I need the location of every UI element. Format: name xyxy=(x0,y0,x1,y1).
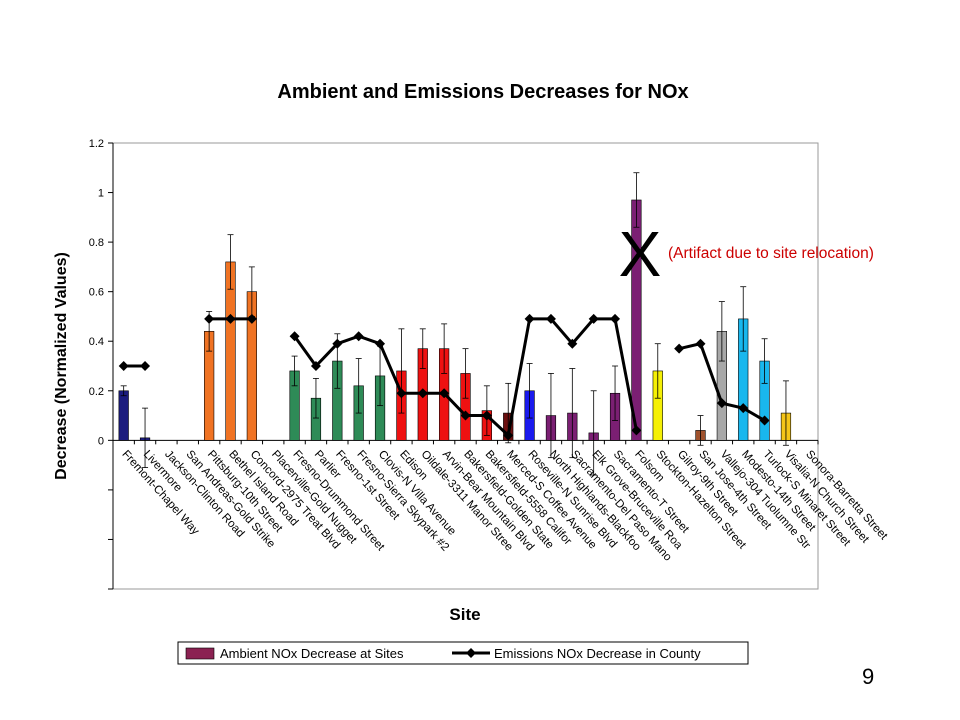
emissions-point xyxy=(140,361,151,371)
emissions-point xyxy=(567,338,578,349)
emissions-point xyxy=(759,415,770,426)
emissions-point xyxy=(289,331,300,342)
emissions-point xyxy=(375,338,386,349)
emissions-point xyxy=(118,361,129,371)
emissions-point xyxy=(204,313,215,324)
y-axis-title: Decrease (Normalized Values) xyxy=(53,252,70,480)
emissions-point xyxy=(738,403,749,414)
page-number: 9 xyxy=(862,664,875,689)
emissions-point xyxy=(310,361,321,371)
emissions-point xyxy=(588,313,599,324)
legend-swatch-marker xyxy=(466,648,476,658)
artifact-note: (Artifact due to site relocation) xyxy=(668,245,874,262)
y-tick-label: 1 xyxy=(98,188,104,200)
emissions-point xyxy=(225,313,236,324)
emissions-point xyxy=(674,343,685,354)
emissions-point xyxy=(332,338,343,349)
y-tick-label: 1.2 xyxy=(89,138,104,150)
emissions-point xyxy=(439,388,450,399)
chart-title: Ambient and Emissions Decreases for NOx xyxy=(277,81,688,103)
emissions-point xyxy=(503,430,514,441)
y-tick-label: 0.2 xyxy=(89,386,104,398)
y-tick-label: 0.8 xyxy=(89,237,104,249)
artifact-x-mark: X xyxy=(619,218,662,290)
y-tick-label: 0.4 xyxy=(89,336,104,348)
legend-label-emissions: Emissions NOx Decrease in County xyxy=(494,646,701,661)
emissions-point xyxy=(631,425,642,436)
emissions-point xyxy=(545,313,556,324)
emissions-point xyxy=(396,388,407,399)
emissions-point xyxy=(524,313,535,324)
emissions-point xyxy=(417,388,428,399)
y-tick-label: 0 xyxy=(98,435,104,447)
legend-swatch-bar xyxy=(185,647,215,660)
emissions-point xyxy=(610,313,621,324)
emissions-point xyxy=(695,338,706,349)
y-tick-label: 0.6 xyxy=(89,287,104,299)
legend-label-ambient: Ambient NOx Decrease at Sites xyxy=(220,646,404,661)
emissions-point xyxy=(246,313,257,324)
bar xyxy=(118,390,129,441)
x-axis-title: Site xyxy=(449,605,480,624)
emissions-point xyxy=(353,331,364,342)
emissions-point xyxy=(716,398,727,409)
emissions-point xyxy=(460,410,471,421)
emissions-point xyxy=(481,410,492,421)
